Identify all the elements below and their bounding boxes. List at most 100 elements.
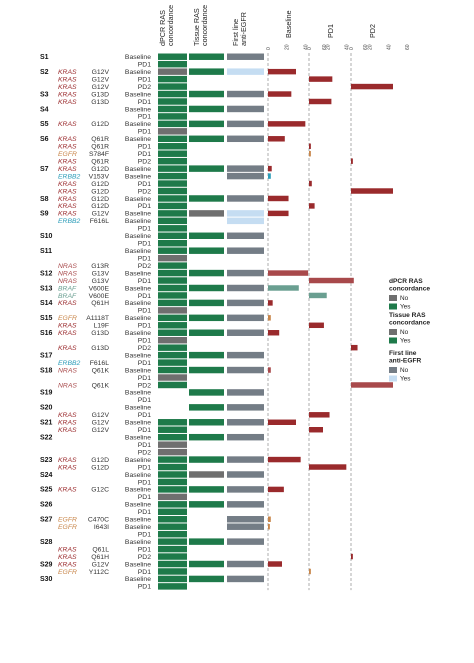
sample-label: S8 xyxy=(40,196,49,203)
figure-row: KRAS G12V PD1 xyxy=(58,75,333,83)
mutation-label: Q61R xyxy=(91,136,109,143)
dpcr-cell xyxy=(158,381,187,389)
figure-row: PD1 xyxy=(138,374,187,382)
mutation-label: G13R xyxy=(91,263,109,270)
gene-label: ERBB2 xyxy=(58,173,81,180)
tissue-cell xyxy=(189,404,224,411)
timepoint-label: Baseline xyxy=(125,121,151,128)
gene-label: ERBB2 xyxy=(58,360,81,367)
figure-row: S13 BRAF V600E Baseline xyxy=(40,284,299,292)
sample-label: S5 xyxy=(40,121,49,128)
figure-row: S21 KRAS G12V Baseline xyxy=(40,419,296,427)
mutation-label: G13D xyxy=(91,91,109,98)
timepoint-label: PD1 xyxy=(138,203,151,210)
firstline-cell xyxy=(227,389,264,396)
dpcr-cell xyxy=(158,419,187,426)
timepoint-label: PD1 xyxy=(138,546,151,553)
figure-row: KRAS Q61H PD2 xyxy=(58,553,353,561)
figure-row: ERBB2 V153V Baseline xyxy=(58,172,271,180)
sample-label: S2 xyxy=(40,69,49,76)
axis-tick-label: 40 xyxy=(386,44,392,50)
mutation-label: G12V xyxy=(92,69,110,76)
figure-row: PD1 xyxy=(138,225,187,233)
figure-row: KRAS Q61L PD1 xyxy=(58,545,187,553)
dpcr-cell xyxy=(158,486,187,493)
vaf-bar xyxy=(268,173,271,179)
timepoint-label: Baseline xyxy=(125,539,151,546)
figure-row: PD1 xyxy=(138,493,187,501)
timepoint-label: PD1 xyxy=(138,308,151,315)
mutation-label: L19F xyxy=(94,323,110,330)
timepoint-label: Baseline xyxy=(125,300,151,307)
mutation-label: Q61H xyxy=(91,554,109,561)
mutation-label: G12V xyxy=(92,427,110,434)
tissue-cell xyxy=(189,210,224,217)
figure-row: ERBB2 F616L PD1 xyxy=(58,359,187,367)
sample-label: S10 xyxy=(40,233,53,240)
figure-row: KRAS L19F PD1 xyxy=(58,322,324,330)
tissue-cell xyxy=(189,456,224,463)
tissue-cell xyxy=(189,232,224,239)
firstline-cell xyxy=(227,329,264,336)
dpcr-cell xyxy=(158,202,187,210)
figure-row: KRAS G12D PD1 xyxy=(58,463,347,471)
figure-row: KRAS G12D PD1 xyxy=(58,202,315,210)
legend-firstline-swatch xyxy=(389,367,397,373)
timepoint-label: Baseline xyxy=(125,233,151,240)
dpcr-cell xyxy=(158,463,187,471)
vaf-bar xyxy=(268,523,270,530)
axis-tick-label: 20 xyxy=(326,44,332,50)
figure-row: BRAF V600E PD1 xyxy=(58,292,327,300)
dpcr-cell xyxy=(158,307,187,314)
tissue-cell xyxy=(189,135,224,143)
timepoint-label: Baseline xyxy=(125,487,151,494)
firstline-cell xyxy=(227,516,264,523)
vaf-bar xyxy=(309,464,347,470)
legend-tissue-label: Yes xyxy=(400,338,410,345)
legend-dpcr-title: dPCR RAS xyxy=(389,278,423,285)
mutation-label: G12D xyxy=(91,203,109,210)
figure-row: S5 KRAS G12D Baseline xyxy=(40,120,306,128)
timepoint-label: PD1 xyxy=(138,531,151,538)
vaf-bar xyxy=(309,568,311,575)
mutation-label: G12V xyxy=(92,211,110,218)
mutation-label: G13V xyxy=(92,270,110,277)
legend-firstline-label: No xyxy=(400,367,409,374)
figure-row: PD1 xyxy=(138,240,187,248)
dpcr-cell xyxy=(158,433,187,441)
vaf-bar xyxy=(309,76,333,82)
tissue-cell xyxy=(189,471,224,478)
figure-row: S7 KRAS G12D Baseline xyxy=(40,165,272,173)
sample-label: S20 xyxy=(40,405,53,412)
tissue-cell xyxy=(189,165,224,172)
vaf-bar xyxy=(268,486,284,493)
vaf-bar xyxy=(268,516,271,522)
legend-dpcr-swatch xyxy=(389,295,397,301)
figure-row: PD1 xyxy=(138,530,187,538)
firstline-cell xyxy=(227,538,264,545)
timepoint-label: Baseline xyxy=(125,285,151,292)
legend-dpcr-title: concordance xyxy=(389,286,430,293)
firstline-cell xyxy=(227,575,264,583)
vaf-bar xyxy=(351,188,393,194)
timepoint-label: PD2 xyxy=(138,554,151,561)
timepoint-label: PD1 xyxy=(138,255,151,262)
legend-tissue-label: No xyxy=(400,329,409,336)
timepoint-label: Baseline xyxy=(125,248,151,255)
firstline-cell xyxy=(227,366,264,374)
sample-label: S18 xyxy=(40,367,53,374)
dpcr-cell xyxy=(158,232,187,239)
dpcr-cell xyxy=(158,277,187,284)
dpcr-cell xyxy=(158,359,187,366)
mutation-label: F616L xyxy=(90,218,109,225)
header-tissue-line: Tissue RAS xyxy=(192,8,201,46)
legend-firstline-title: anti-EGFR xyxy=(389,358,421,365)
gene-label: KRAS xyxy=(58,158,77,165)
gene-label: KRAS xyxy=(58,427,77,434)
header-pd2: PD2 xyxy=(368,24,377,38)
tissue-cell xyxy=(189,314,224,322)
timepoint-label: Baseline xyxy=(125,457,151,464)
figure-row: S28 Baseline xyxy=(40,538,264,546)
